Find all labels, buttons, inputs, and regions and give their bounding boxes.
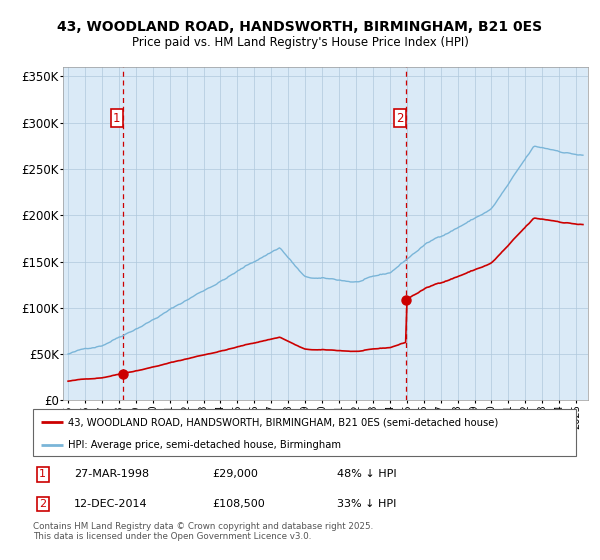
Text: 48% ↓ HPI: 48% ↓ HPI bbox=[337, 469, 397, 479]
Text: 43, WOODLAND ROAD, HANDSWORTH, BIRMINGHAM, B21 0ES (semi-detached house): 43, WOODLAND ROAD, HANDSWORTH, BIRMINGHA… bbox=[68, 417, 499, 427]
Text: 27-MAR-1998: 27-MAR-1998 bbox=[74, 469, 149, 479]
Text: 43, WOODLAND ROAD, HANDSWORTH, BIRMINGHAM, B21 0ES: 43, WOODLAND ROAD, HANDSWORTH, BIRMINGHA… bbox=[58, 20, 542, 34]
Text: 2: 2 bbox=[39, 499, 46, 509]
Text: Contains HM Land Registry data © Crown copyright and database right 2025.
This d: Contains HM Land Registry data © Crown c… bbox=[33, 522, 373, 542]
Text: 2: 2 bbox=[396, 111, 404, 125]
Text: £29,000: £29,000 bbox=[212, 469, 258, 479]
Text: Price paid vs. HM Land Registry's House Price Index (HPI): Price paid vs. HM Land Registry's House … bbox=[131, 36, 469, 49]
Text: 12-DEC-2014: 12-DEC-2014 bbox=[74, 499, 148, 509]
Text: £108,500: £108,500 bbox=[212, 499, 265, 509]
Text: HPI: Average price, semi-detached house, Birmingham: HPI: Average price, semi-detached house,… bbox=[68, 440, 341, 450]
Text: 1: 1 bbox=[113, 111, 121, 125]
Text: 1: 1 bbox=[39, 469, 46, 479]
Text: 33% ↓ HPI: 33% ↓ HPI bbox=[337, 499, 397, 509]
FancyBboxPatch shape bbox=[33, 409, 576, 456]
